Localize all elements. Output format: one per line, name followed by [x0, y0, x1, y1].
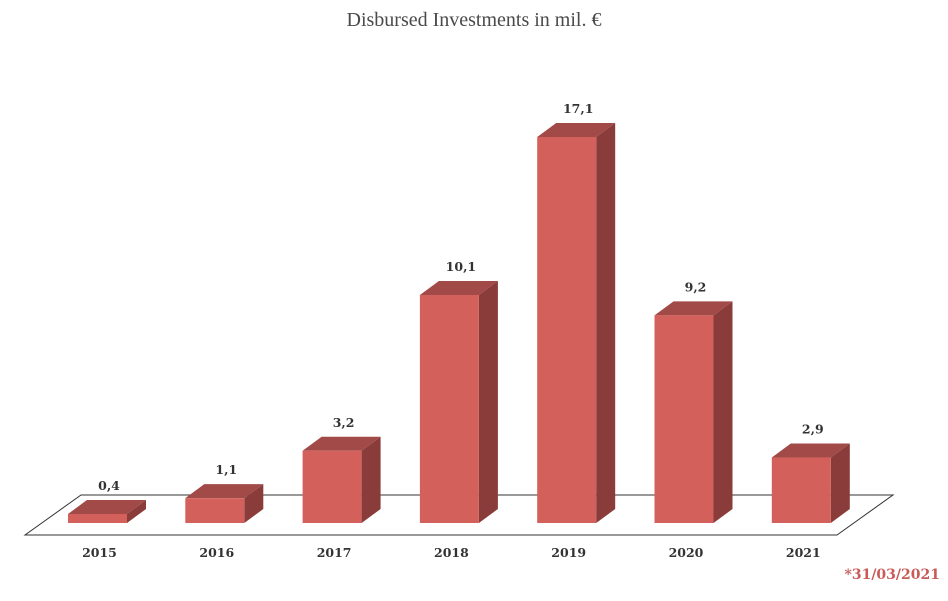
- bar-2018: 10,1 2018: [419, 259, 498, 560]
- bar-top-face: [419, 281, 498, 296]
- data-label-2018: 10,1: [446, 259, 476, 274]
- data-label-2016: 1,1: [215, 462, 237, 477]
- data-label-2017: 3,2: [333, 415, 355, 430]
- chart-title: Disbursed Investments in mil. €: [347, 9, 602, 31]
- bar-2020: 9,2 2020: [654, 279, 733, 560]
- footnote: *31/03/2021: [845, 567, 940, 583]
- bar-top-face: [771, 443, 850, 458]
- data-label-2020: 9,2: [685, 279, 707, 294]
- bar-2016: 1,1 2016: [185, 462, 264, 560]
- bar-front-face: [537, 137, 597, 523]
- bar-2017: 3,2 2017: [302, 415, 381, 560]
- bar-front-face: [302, 450, 362, 523]
- bar-side-face: [478, 281, 498, 523]
- bars-layer: 0,4 2015 1,1 2016 3,2 2017 10,1 2018 17,1 2019 9,2…: [68, 101, 850, 560]
- x-tick-label-2019: 2019: [551, 545, 586, 560]
- bar-top-face: [654, 301, 733, 316]
- x-tick-label-2017: 2017: [317, 545, 352, 560]
- bar-2021: 2,9 2021: [771, 422, 850, 560]
- bar-front-face: [185, 498, 245, 523]
- data-label-2019: 17,1: [563, 101, 593, 116]
- bar-top-face: [537, 123, 616, 137]
- bar-side-face: [127, 499, 146, 523]
- bar-2019: 17,1 2019: [537, 101, 616, 560]
- bar-side-face: [244, 484, 264, 523]
- x-tick-label-2016: 2016: [199, 545, 234, 560]
- x-tick-label-2020: 2020: [669, 545, 704, 560]
- data-label-2021: 2,9: [802, 422, 824, 437]
- chart-floor: [23, 494, 895, 536]
- x-tick-label-2015: 2015: [82, 545, 117, 560]
- bar-top-face: [302, 436, 381, 451]
- bar-front-face: [771, 457, 831, 523]
- x-tick-label-2018: 2018: [434, 545, 469, 560]
- bar-front-face: [68, 513, 127, 523]
- bar-top-face: [68, 499, 146, 514]
- bar-side-face: [361, 436, 381, 523]
- bar-front-face: [419, 295, 479, 523]
- bar-2015: 0,4 2015: [68, 478, 146, 560]
- bar-front-face: [654, 315, 714, 523]
- bar-side-face: [830, 443, 850, 523]
- bar-top-face: [185, 484, 264, 499]
- data-label-2015: 0,4: [98, 478, 120, 493]
- bar-side-face: [713, 301, 733, 523]
- x-tick-label-2021: 2021: [786, 545, 821, 560]
- bar-side-face: [596, 123, 616, 523]
